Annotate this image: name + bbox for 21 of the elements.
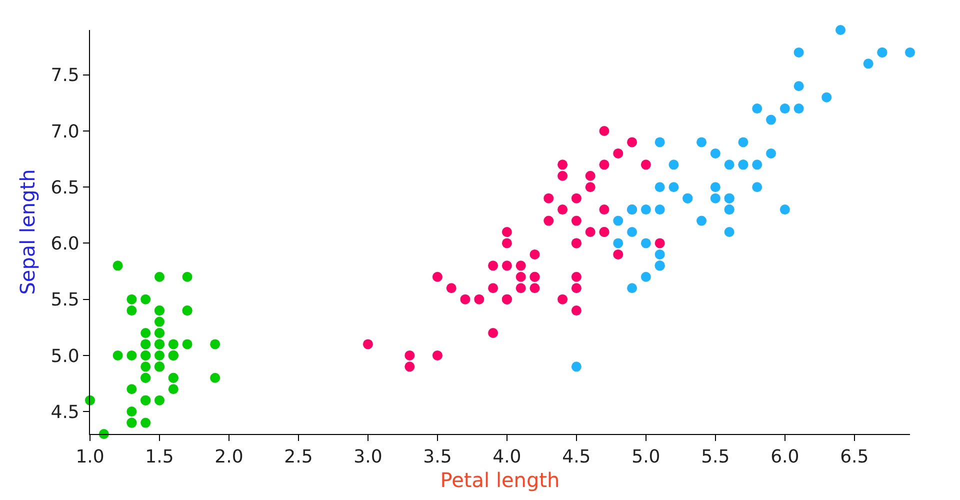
y-tick-label: 7.0 xyxy=(50,121,80,142)
x-tick-label: 1.5 xyxy=(145,446,174,468)
x-tick-label: 4.0 xyxy=(492,446,522,468)
x-tick-label: 6.5 xyxy=(840,446,869,468)
x-tick-label: 4.5 xyxy=(562,446,591,468)
y-tick-label: 6.0 xyxy=(50,234,80,255)
y-tick-label: 6.5 xyxy=(50,177,80,198)
x-tick-label: 3.5 xyxy=(423,446,452,468)
y-axis-title: Sepal length xyxy=(15,169,40,295)
x-tick-label: 5.0 xyxy=(632,446,660,468)
y-tick-label: 5.0 xyxy=(50,346,80,367)
y-tick-label: 7.5 xyxy=(50,65,80,86)
x-tick-label: 3.0 xyxy=(354,446,382,468)
x-tick-label: 6.0 xyxy=(770,446,800,468)
x-tick-label: 2.0 xyxy=(214,446,244,468)
y-tick-label: 5.5 xyxy=(50,290,80,311)
x-tick-label: 1.0 xyxy=(76,446,104,468)
x-tick-label: 2.5 xyxy=(284,446,313,468)
y-tick-label: 4.5 xyxy=(50,402,80,423)
x-axis-title: Petal length xyxy=(440,468,560,492)
x-tick-label: 5.5 xyxy=(701,446,730,468)
